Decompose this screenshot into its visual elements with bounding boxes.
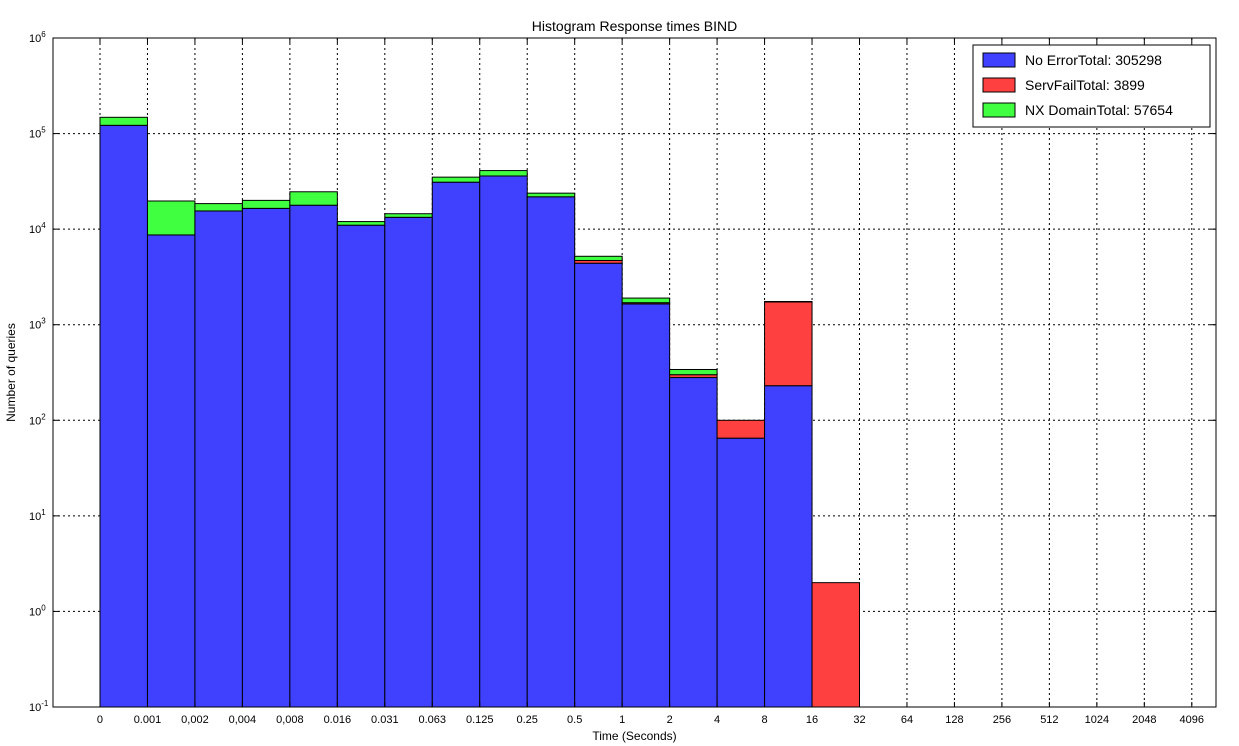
x-tick-label: 4096 (1180, 714, 1204, 726)
bar-nx-domain (384, 213, 433, 218)
legend-label-servfail: ServFailTotal: 3899 (1025, 77, 1145, 93)
x-tick-label: 0.25 (517, 714, 538, 726)
y-tick-label: 105 (29, 126, 46, 141)
x-tick-label: 16 (806, 714, 818, 726)
x-tick-label: 4 (714, 714, 720, 726)
legend-swatch-nx-domain (982, 102, 1016, 118)
y-tick-label: 101 (29, 508, 46, 523)
x-tick-label: 0,008 (276, 714, 304, 726)
bars (99, 116, 861, 708)
x-tick-label: 0,004 (229, 714, 257, 726)
bar-no-error (431, 181, 481, 708)
bar-nx-domain (146, 200, 196, 236)
x-tick-label: 128 (945, 714, 963, 726)
y-axis-label: Number of queries (4, 323, 18, 422)
x-tick-label: 0.016 (324, 714, 352, 726)
x-tick-label: 0.001 (134, 714, 162, 726)
bar-no-error (241, 207, 291, 708)
y-tick-labels: 10-1 100 101 102 103 104 105 106 (29, 30, 49, 714)
bar-no-error (574, 262, 623, 708)
bar-no-error (99, 124, 148, 708)
y-tick-label: 103 (29, 317, 46, 332)
legend-label-no-error: No ErrorTotal: 305298 (1025, 52, 1162, 68)
y-tick-label: 104 (29, 221, 46, 236)
bar-nx-domain (479, 170, 528, 177)
x-tick-label: 0.5 (567, 714, 582, 726)
bar-no-error (764, 385, 813, 708)
bar-nx-domain (99, 116, 148, 126)
bar-no-error (194, 210, 243, 708)
legend-swatch-servfail (982, 77, 1016, 93)
legend-swatch-no-error (982, 52, 1016, 68)
bar-nx-domain (431, 176, 481, 183)
chart-title: Histogram Response times BIND (532, 18, 737, 34)
bar-servfail (716, 419, 766, 439)
plot-frame (52, 37, 1217, 708)
bar-nx-domain (621, 297, 671, 304)
y-tick-label: 106 (29, 30, 46, 45)
y-tick-label: 10-1 (29, 699, 49, 714)
bar-no-error (146, 234, 196, 708)
x-tick-label: 0.031 (371, 714, 399, 726)
bar-nx-domain (526, 192, 576, 198)
bar-no-error (384, 216, 433, 708)
y-tick-label: 102 (29, 412, 46, 427)
x-tick-label: 8 (762, 714, 768, 726)
bar-no-error (716, 437, 766, 708)
legend: No ErrorTotal: 305298 ServFailTotal: 3899… (972, 44, 1211, 128)
x-tick-label: 512 (1040, 714, 1058, 726)
bar-servfail (811, 582, 861, 708)
bar-no-error (479, 175, 528, 708)
x-tick-label: 1 (619, 714, 625, 726)
bar-no-error (526, 196, 576, 708)
x-tick-label: 1024 (1085, 714, 1109, 726)
x-tick-label: 32 (853, 714, 865, 726)
x-tick-label: 2 (667, 714, 673, 726)
bar-nx-domain (289, 191, 338, 206)
y-tick-label: 100 (29, 603, 46, 618)
bar-nx-domain (336, 221, 386, 226)
bar-no-error (336, 224, 386, 708)
bar-nx-domain (669, 368, 718, 376)
bar-nx-domain (574, 255, 623, 261)
x-tick-label: 0 (97, 714, 103, 726)
bar-no-error (621, 303, 671, 708)
ticks (53, 37, 1216, 708)
legend-label-nx-domain: NX DomainTotal: 57654 (1025, 102, 1173, 118)
x-tick-label: 0.063 (419, 714, 447, 726)
x-tick-label: 64 (901, 714, 913, 726)
bar-no-error (669, 377, 718, 708)
bar-nx-domain (194, 203, 243, 212)
bar-nx-domain (241, 199, 291, 209)
x-tick-label: 0,002 (181, 714, 209, 726)
x-tick-label: 256 (993, 714, 1011, 726)
x-tick-label: 2048 (1132, 714, 1156, 726)
bar-no-error (289, 204, 338, 708)
x-axis-label: Time (Seconds) (592, 729, 676, 743)
x-tick-label: 0.125 (466, 714, 494, 726)
x-tick-labels: 0 0.001 0,002 0,004 0,008 0.016 0.031 0.063 0.12… (97, 714, 1204, 726)
bar-servfail (764, 301, 813, 387)
